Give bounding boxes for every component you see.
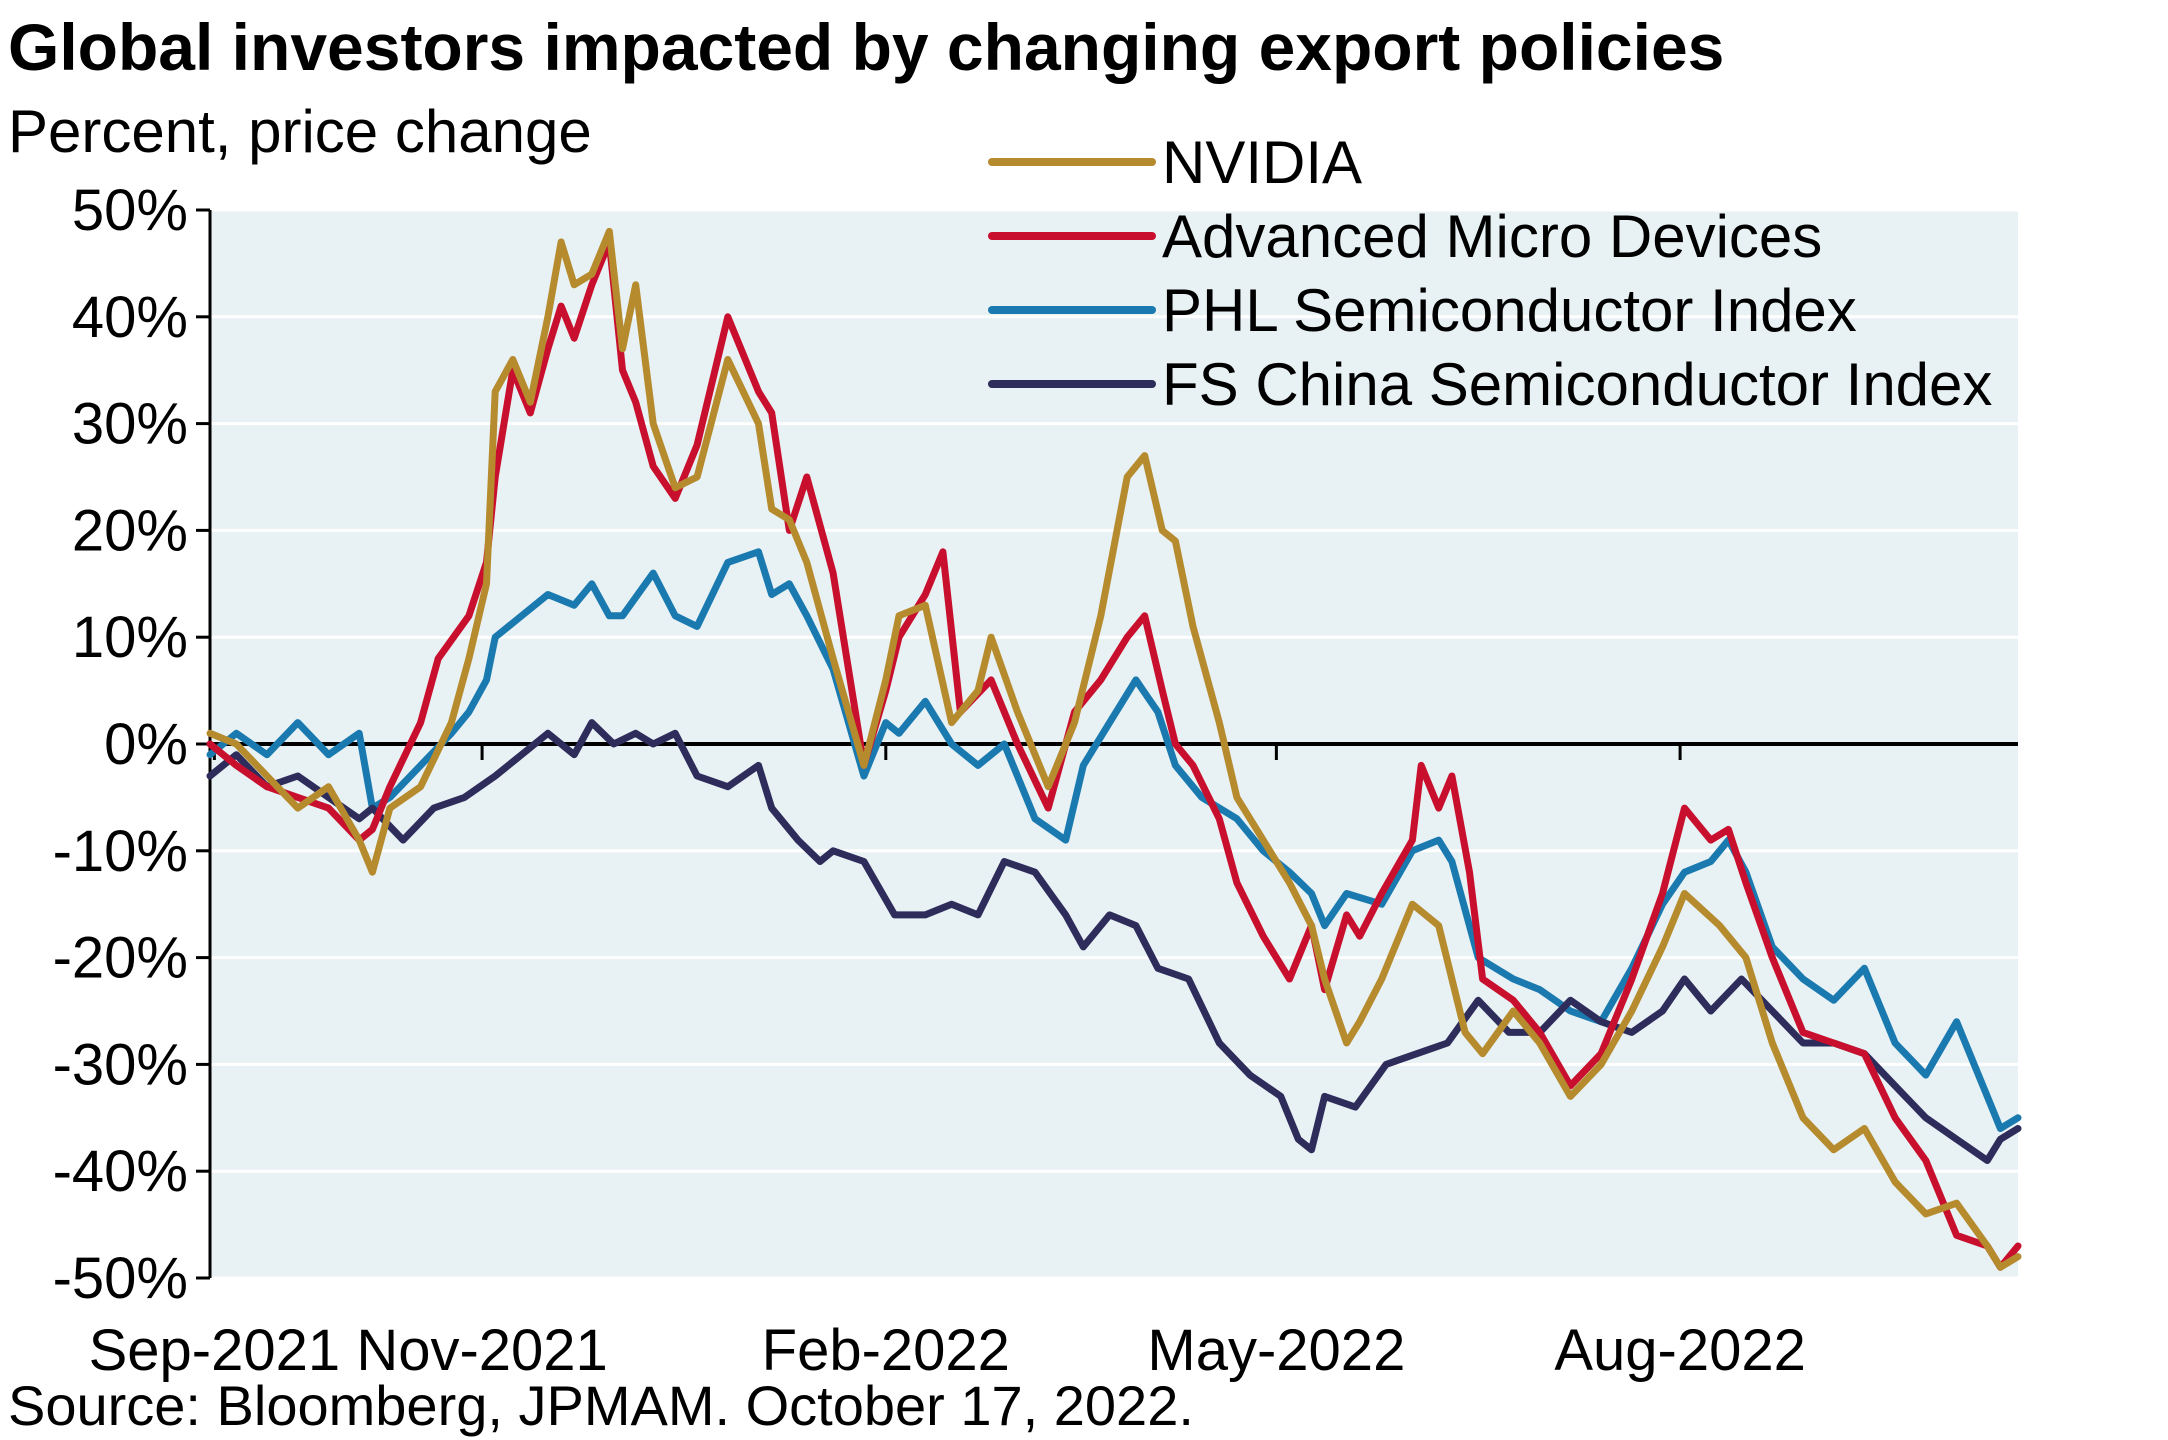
x-tick-label: Aug-2022 <box>1554 1318 1806 1383</box>
y-tick-label: 20% <box>72 498 188 563</box>
legend: NVIDIA Advanced Micro Devices PHL Semicond… <box>988 129 1992 418</box>
y-tick-label: 40% <box>72 285 188 350</box>
y-tick-label: -40% <box>53 1139 188 1204</box>
y-tick-label: 10% <box>72 605 188 670</box>
legend-label: NVIDIA <box>1162 129 1362 196</box>
y-tick-label: -30% <box>53 1032 188 1097</box>
y-tick-label: -20% <box>53 926 188 991</box>
series-line-nvidia <box>206 227 2022 1271</box>
x-tick-label: Sep-2021 <box>89 1318 341 1383</box>
chart-source: Source: Bloomberg, JPMAM. October 17, 20… <box>8 1374 1194 1437</box>
y-tick-label: -50% <box>53 1246 188 1311</box>
x-tick-label: Nov-2021 <box>356 1318 607 1383</box>
legend-label: PHL Semiconductor Index <box>1162 277 1857 344</box>
y-tick-label: 50% <box>72 178 188 243</box>
y-tick-label: -10% <box>53 819 188 884</box>
series-line-advanced-micro-devices <box>206 238 2022 1271</box>
y-tick-label: 0% <box>104 712 188 777</box>
chart-subtitle: Percent, price change <box>8 98 592 165</box>
x-tick-label: May-2022 <box>1147 1318 1405 1383</box>
y-tick-label: 30% <box>72 392 188 457</box>
chart-title: Global investors impacted by changing ex… <box>8 10 1724 84</box>
x-tick-label: Feb-2022 <box>762 1318 1010 1383</box>
series-line-phl-semiconductor-index <box>206 548 2022 1132</box>
legend-label: Advanced Micro Devices <box>1162 203 1822 270</box>
legend-label: FS China Semiconductor Index <box>1162 351 1992 418</box>
series-line-fs-china-semiconductor-index <box>206 719 2022 1164</box>
